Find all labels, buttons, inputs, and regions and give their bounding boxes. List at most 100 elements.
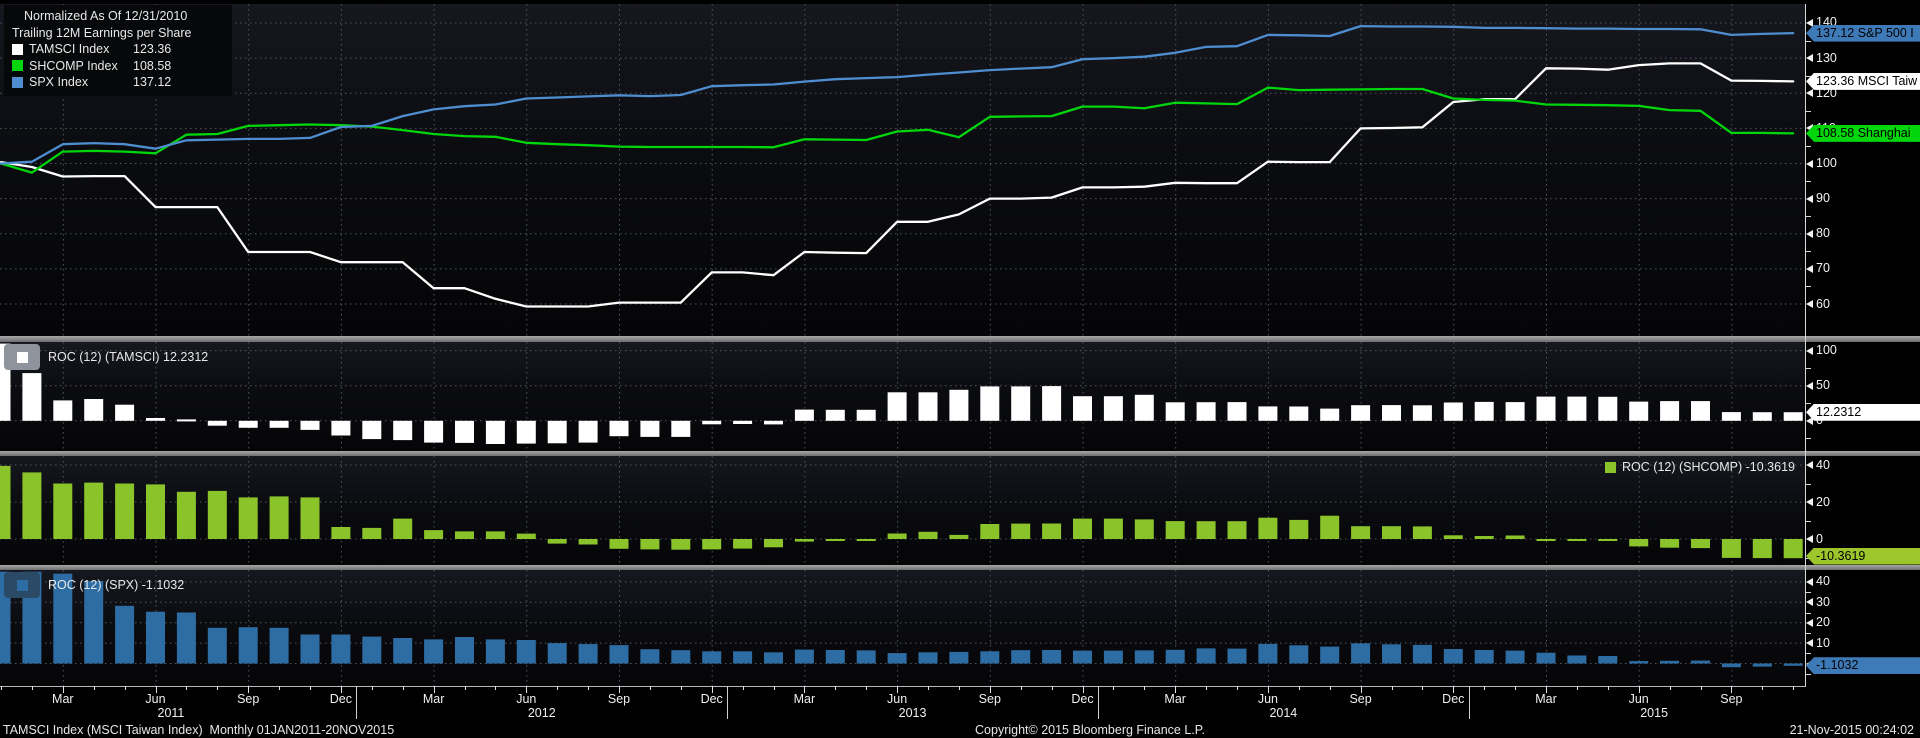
x-tick bbox=[680, 686, 682, 690]
roc-12-tamsci-bars bbox=[0, 343, 1803, 444]
x-year-label: 2015 bbox=[1640, 706, 1669, 720]
roc-shcomp-swatch-icon bbox=[1605, 461, 1617, 473]
tick-arrow-icon bbox=[1806, 381, 1813, 390]
panel-handle[interactable] bbox=[4, 572, 40, 598]
panel-roc-spx[interactable] bbox=[0, 570, 1806, 686]
y-tick-minor bbox=[1806, 368, 1811, 370]
y-tick-minor bbox=[1806, 286, 1811, 288]
x-tick bbox=[1391, 686, 1393, 690]
y-tick-minor bbox=[1806, 612, 1811, 614]
shcomp-index-line bbox=[0, 86, 1795, 174]
x-month-label: Mar bbox=[422, 692, 445, 706]
x-tick bbox=[1669, 686, 1671, 690]
tick-arrow-icon bbox=[1806, 194, 1813, 203]
panel-roc-tamsci[interactable] bbox=[0, 342, 1806, 451]
x-tick bbox=[62, 686, 64, 693]
legend-series-name: SHCOMP Index bbox=[29, 58, 118, 73]
x-month-label: Jun bbox=[887, 692, 908, 706]
p4-svg[interactable] bbox=[0, 570, 1806, 686]
x-year-label: 2012 bbox=[527, 706, 556, 720]
roc-shcomp-legend[interactable]: ROC (12) (SHCOMP) -10.3619 bbox=[1605, 460, 1795, 474]
x-year-label: 2013 bbox=[898, 706, 927, 720]
roc-tamsci-legend[interactable]: ROC (12) (TAMSCI) 12.2312 bbox=[4, 344, 208, 370]
axis-badge: -1.1032 bbox=[1806, 657, 1920, 675]
legend-item-shcomp[interactable]: SHCOMP Index 108.58 bbox=[12, 58, 224, 75]
tick-arrow-icon bbox=[1806, 159, 1813, 168]
x-month-label: Jun bbox=[516, 692, 537, 706]
p3-svg[interactable] bbox=[0, 456, 1806, 565]
y-tick-label: 40 bbox=[1816, 574, 1830, 589]
x-month-label: Mar bbox=[1164, 692, 1186, 706]
x-tick bbox=[310, 686, 311, 690]
x-tick bbox=[1762, 686, 1764, 690]
x-axis: Mar Jun Sep Dec Mar Jun Sep Dec Mar Jun Sep Dec Mar J… bbox=[0, 686, 1806, 722]
chart-legend: Normalized As Of 12/31/2010 Trailing 12M… bbox=[4, 5, 232, 96]
legend-title: Normalized As Of 12/31/2010 bbox=[24, 9, 188, 23]
x-tick bbox=[588, 686, 590, 690]
security-description: TAMSCI Index (MSCI Taiwan Index) Monthly… bbox=[3, 723, 395, 737]
roc-spx-legend[interactable]: ROC (12) (SPX) -1.1032 bbox=[4, 572, 184, 598]
x-tick bbox=[742, 686, 744, 690]
x-tick bbox=[1144, 686, 1146, 690]
x-year-label: 2014 bbox=[1269, 706, 1298, 720]
x-tick bbox=[1206, 686, 1208, 690]
panel-divider[interactable] bbox=[0, 565, 1920, 570]
x-tick bbox=[958, 686, 960, 690]
x-tick bbox=[1329, 686, 1331, 690]
legend-series-value: 108.58 bbox=[133, 58, 172, 73]
axis-badge: -10.3619 bbox=[1806, 547, 1920, 565]
x-tick bbox=[402, 686, 404, 690]
spx-swatch-icon bbox=[12, 76, 23, 88]
x-tick bbox=[804, 686, 806, 693]
x-tick bbox=[1607, 686, 1609, 690]
x-month-label: Mar bbox=[1535, 692, 1557, 706]
y-tick-minor bbox=[1806, 438, 1811, 440]
roc-12-spx-bars bbox=[0, 571, 1803, 668]
axis-badge: 137.12 S&P 500 I bbox=[1806, 24, 1920, 42]
x-month-label: Dec bbox=[1071, 692, 1094, 706]
x-tick bbox=[557, 686, 559, 690]
x-tick bbox=[1422, 686, 1424, 690]
tick-arrow-icon bbox=[1806, 346, 1813, 355]
y-tick-minor bbox=[1806, 75, 1811, 77]
tick-arrow-icon bbox=[1806, 264, 1813, 273]
roc-spx-swatch-icon bbox=[16, 579, 28, 591]
y-tick-label: 100 bbox=[1816, 156, 1837, 170]
x-tick bbox=[897, 686, 899, 693]
x-month-label: Sep bbox=[978, 692, 1001, 706]
x-tick bbox=[1020, 686, 1022, 690]
x-month-label: Sep bbox=[237, 692, 260, 706]
x-tick bbox=[248, 686, 250, 693]
tick-arrow-icon bbox=[1806, 229, 1813, 238]
legend-series-name: SPX Index bbox=[29, 75, 89, 89]
x-tick bbox=[1515, 686, 1517, 690]
x-tick bbox=[371, 686, 373, 690]
x-tick bbox=[1700, 686, 1702, 690]
legend-item-spx[interactable]: SPX Index 137.12 bbox=[12, 74, 224, 91]
panel-divider[interactable] bbox=[0, 451, 1920, 456]
x-tick bbox=[217, 686, 219, 690]
x-tick bbox=[773, 686, 775, 690]
p2-svg[interactable] bbox=[0, 342, 1806, 451]
x-month-label: Dec bbox=[1442, 692, 1465, 706]
legend-series-name: TAMSCI Index bbox=[29, 42, 110, 56]
y-tick-label: 90 bbox=[1816, 191, 1830, 206]
y-tick-minor bbox=[1806, 483, 1811, 485]
legend-item-tamsci[interactable]: TAMSCI Index 123.36 bbox=[12, 41, 224, 58]
x-tick bbox=[526, 686, 528, 693]
p1-svg[interactable] bbox=[0, 4, 1806, 336]
panel-divider[interactable] bbox=[0, 336, 1920, 342]
x-tick bbox=[495, 686, 497, 690]
x-tick bbox=[711, 686, 713, 693]
timestamp: 21-Nov-2015 00:24:02 bbox=[1789, 723, 1914, 737]
tick-arrow-icon bbox=[1806, 124, 1813, 133]
panel-handle[interactable] bbox=[4, 344, 40, 370]
roc-spx-label: ROC (12) (SPX) -1.1032 bbox=[48, 578, 185, 592]
panel-roc-shcomp[interactable] bbox=[0, 456, 1806, 565]
panel-normalized-lines[interactable] bbox=[0, 4, 1806, 336]
x-tick bbox=[1082, 686, 1084, 693]
x-tick bbox=[1360, 686, 1362, 693]
roc-shcomp-label: ROC (12) (SHCOMP) -10.3619 bbox=[1622, 460, 1795, 474]
x-tick bbox=[928, 686, 929, 690]
